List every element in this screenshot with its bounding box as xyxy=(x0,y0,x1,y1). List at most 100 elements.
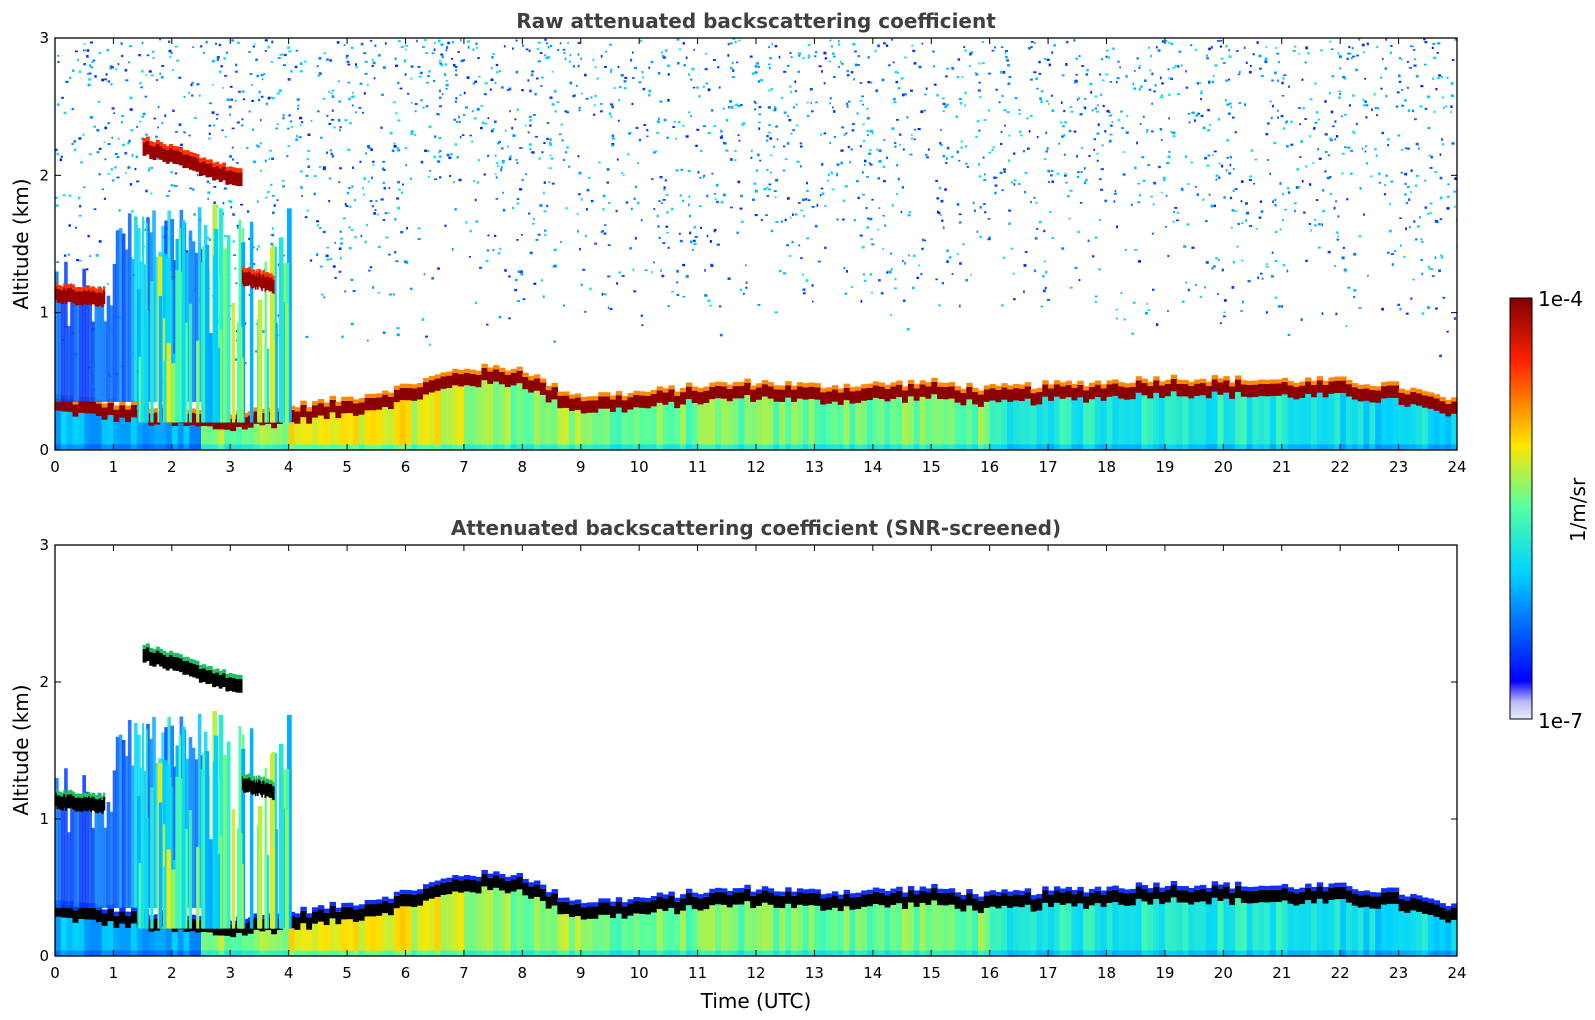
noise-speckle xyxy=(1167,68,1170,71)
precipitation-streak xyxy=(257,805,263,929)
aerosol-column xyxy=(516,381,523,450)
boundary-layer-halo xyxy=(732,888,740,893)
residual-layer-column xyxy=(91,321,96,402)
boundary-layer-top xyxy=(95,909,103,923)
boundary-layer-halo xyxy=(1264,379,1271,384)
boundary-layer-halo xyxy=(1030,895,1037,900)
noise-speckle xyxy=(1010,181,1014,184)
boundary-layer-top xyxy=(1293,893,1300,906)
noise-speckle xyxy=(445,87,448,90)
surface-band xyxy=(1287,950,1295,956)
boundary-layer-halo xyxy=(662,894,669,899)
boundary-layer-halo xyxy=(534,880,541,885)
noise-speckle xyxy=(851,285,854,289)
noise-speckle xyxy=(1038,60,1041,64)
aerosol-column xyxy=(1205,902,1213,956)
noise-speckle xyxy=(671,290,674,293)
cloud-layer xyxy=(101,293,104,308)
noise-speckle xyxy=(1329,40,1332,43)
noise-speckle xyxy=(856,112,859,115)
x-tick-label: 22 xyxy=(1331,458,1350,476)
boundary-layer-top xyxy=(1287,891,1295,904)
precipitation-streak xyxy=(201,262,206,423)
noise-speckle xyxy=(445,79,448,82)
noise-speckle xyxy=(220,65,224,68)
noise-speckle xyxy=(175,131,178,133)
aerosol-column xyxy=(639,406,646,450)
noise-speckle xyxy=(1270,275,1274,278)
noise-speckle xyxy=(1217,259,1220,261)
aerosol-column xyxy=(878,397,886,450)
noise-speckle xyxy=(734,40,737,44)
noise-speckle xyxy=(439,96,442,100)
noise-speckle xyxy=(1344,146,1347,149)
noise-speckle xyxy=(433,42,436,44)
noise-speckle xyxy=(666,136,669,139)
aerosol-column xyxy=(831,400,839,450)
surface-band xyxy=(1240,444,1248,450)
aerosol-column xyxy=(387,407,395,450)
noise-speckle xyxy=(791,240,794,244)
cloud-layer xyxy=(71,288,74,303)
boundary-layer-top xyxy=(1153,886,1160,899)
noise-speckle xyxy=(975,73,979,76)
noise-speckle xyxy=(1154,84,1157,87)
aerosol-column xyxy=(1340,897,1347,956)
surface-band xyxy=(831,444,839,450)
noise-speckle xyxy=(501,86,504,89)
noise-speckle xyxy=(641,324,644,327)
aerosol-column xyxy=(160,418,167,450)
noise-speckle xyxy=(883,179,886,183)
boundary-layer-top xyxy=(516,877,523,890)
boundary-layer-top xyxy=(826,391,833,404)
aerosol-column xyxy=(72,921,79,956)
boundary-layer-halo xyxy=(779,891,786,896)
boundary-layer-halo xyxy=(604,392,611,397)
noise-speckle xyxy=(681,199,685,203)
surface-band xyxy=(1235,950,1242,956)
noise-speckle xyxy=(424,149,428,153)
noise-speckle xyxy=(940,129,942,132)
surface-band xyxy=(1129,950,1137,956)
noise-speckle xyxy=(372,160,375,163)
noise-speckle xyxy=(705,82,709,85)
noise-speckle xyxy=(74,226,78,229)
noise-speckle xyxy=(340,237,344,240)
noise-speckle xyxy=(1338,90,1342,93)
noise-speckle xyxy=(472,48,475,51)
cloud-layer xyxy=(86,291,89,305)
residual-layer-column xyxy=(73,300,77,402)
noise-speckle xyxy=(1018,182,1021,186)
surface-band xyxy=(1340,950,1347,956)
aerosol-column xyxy=(1240,395,1248,450)
boundary-layer-halo xyxy=(709,382,716,387)
boundary-layer-top xyxy=(317,403,325,416)
noise-speckle xyxy=(1272,200,1275,204)
boundary-layer-top xyxy=(1088,386,1096,400)
noise-speckle xyxy=(1283,74,1287,77)
surface-band xyxy=(896,950,903,956)
noise-speckle xyxy=(869,148,872,152)
noise-speckle xyxy=(1115,308,1118,311)
aerosol-column xyxy=(937,397,944,450)
noise-speckle xyxy=(894,145,897,148)
noise-speckle xyxy=(363,92,366,95)
noise-speckle xyxy=(730,158,733,161)
noise-speckle xyxy=(802,288,806,291)
surface-band xyxy=(1264,950,1271,956)
aerosol-column xyxy=(890,903,897,956)
residual-layer-column xyxy=(197,713,202,909)
noise-speckle xyxy=(933,83,937,86)
boundary-layer-top xyxy=(1398,898,1406,912)
noise-speckle xyxy=(153,117,157,120)
cloud-edge xyxy=(247,268,249,273)
noise-speckle xyxy=(978,62,981,65)
noise-speckle xyxy=(1341,115,1343,118)
noise-speckle xyxy=(339,128,341,132)
surface-band xyxy=(265,950,272,956)
boundary-layer-halo xyxy=(288,911,296,916)
aerosol-column xyxy=(183,424,190,450)
noise-speckle xyxy=(547,45,550,49)
noise-speckle xyxy=(248,51,251,53)
noise-speckle xyxy=(578,247,581,251)
